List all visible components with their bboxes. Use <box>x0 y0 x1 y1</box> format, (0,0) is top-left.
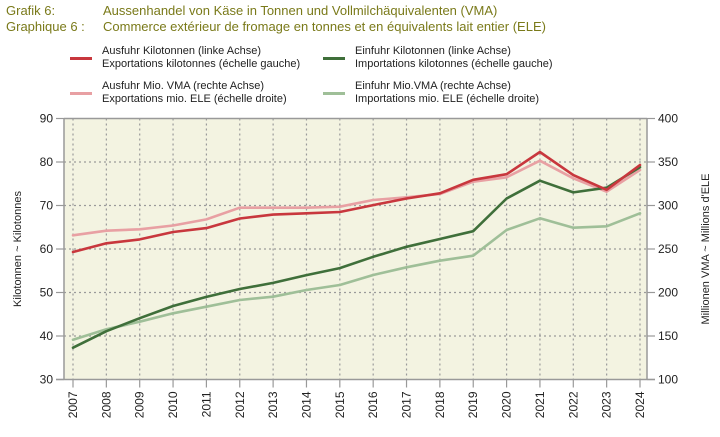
x-tick-label: 2014 <box>299 391 313 418</box>
x-tick-label: 2009 <box>133 391 147 418</box>
left-tick-label: 70 <box>40 199 54 213</box>
x-tick-label: 2024 <box>633 391 647 418</box>
legend-imports-vma-fr: Importations mio. ELE (échelle droite) <box>355 93 540 105</box>
x-tick-label: 2019 <box>466 391 480 418</box>
right-tick-label: 100 <box>658 373 678 387</box>
x-tick-label: 2007 <box>66 391 80 418</box>
left-tick-label: 90 <box>40 112 54 126</box>
right-tick-label: 250 <box>658 242 678 256</box>
x-tick-label: 2022 <box>566 391 580 418</box>
x-tick-label: 2018 <box>433 391 447 418</box>
series-line-imports-vma <box>71 212 642 342</box>
left-axis-title: Kilotonnen ~ Kilotonnes <box>12 191 24 307</box>
gridlines <box>64 118 647 380</box>
x-tick-label: 2008 <box>99 391 113 418</box>
left-tick-label: 60 <box>40 242 54 256</box>
legend-exports-kt-fr: Exportations kilotonnes (échelle gauche) <box>102 58 301 70</box>
right-tick-label: 300 <box>658 199 678 213</box>
axes <box>56 117 655 388</box>
title-german-text: Aussenhandel von Käse in Tonnen und Voll… <box>103 3 498 18</box>
legend-imports-vma-de: Einfuhr Mio.VMA (rechte Achse) <box>355 80 511 92</box>
legend-imports-kt-de: Einfuhr Kilotonnen (linke Achse) <box>355 45 511 57</box>
series-line-exports-kt <box>71 150 642 254</box>
legend-swatch-exports-kt <box>70 57 92 60</box>
x-tick-label: 2020 <box>500 391 514 418</box>
title-german-label: Grafik 6: <box>6 3 56 18</box>
title-french: Graphique 6 : Commerce extérieur de froma… <box>6 19 546 34</box>
axis-labels: 30 40 50 60 70 80 90 100 150 200 250 300 350 400 2007 2… <box>12 112 712 419</box>
legend-exports-kt-de: Ausfuhr Kilotonnen (linke Achse) <box>102 45 261 57</box>
title-german: Grafik 6: Aussenhandel von Käse in Tonnen… <box>6 3 497 18</box>
left-tick-label: 30 <box>40 373 54 387</box>
title-french-label: Graphique 6 : <box>6 19 85 34</box>
title-french-text: Commerce extérieur de fromage en tonnes … <box>103 19 546 34</box>
legend-exports-vma-de: Ausfuhr Mio. VMA (rechte Achse) <box>102 80 265 92</box>
left-tick-label: 50 <box>40 286 54 300</box>
x-tick-label: 2016 <box>366 391 380 418</box>
legend-swatch-exports-vma <box>70 92 92 95</box>
x-tick-label: 2013 <box>266 391 280 418</box>
right-tick-label: 400 <box>658 112 678 126</box>
x-tick-label: 2010 <box>166 391 180 418</box>
right-tick-label: 150 <box>658 329 678 343</box>
right-tick-label: 350 <box>658 155 678 169</box>
left-tick-label: 40 <box>40 329 54 343</box>
series-lines <box>71 150 642 350</box>
series-line-exports-vma <box>71 159 642 237</box>
x-tick-label: 2021 <box>533 391 547 418</box>
right-tick-label: 200 <box>658 286 678 300</box>
x-tick-label: 2015 <box>333 391 347 418</box>
left-tick-label: 80 <box>40 155 54 169</box>
series-line-imports-kt <box>71 165 642 350</box>
x-tick-label: 2012 <box>233 391 247 418</box>
legend-imports-kt-fr: Importations kilotonnes (échelle gauche) <box>355 58 553 70</box>
x-tick-label: 2023 <box>600 391 614 418</box>
legend-swatch-imports-kt <box>323 57 345 60</box>
legend-exports-vma-fr: Exportations mio. ELE (échelle droite) <box>102 93 287 105</box>
right-axis-title: Millionen VMA ~ Millions d'ELE <box>700 174 712 325</box>
x-tick-label: 2011 <box>199 391 213 417</box>
legend-swatch-imports-vma <box>323 92 345 95</box>
x-tick-label: 2017 <box>400 391 414 418</box>
